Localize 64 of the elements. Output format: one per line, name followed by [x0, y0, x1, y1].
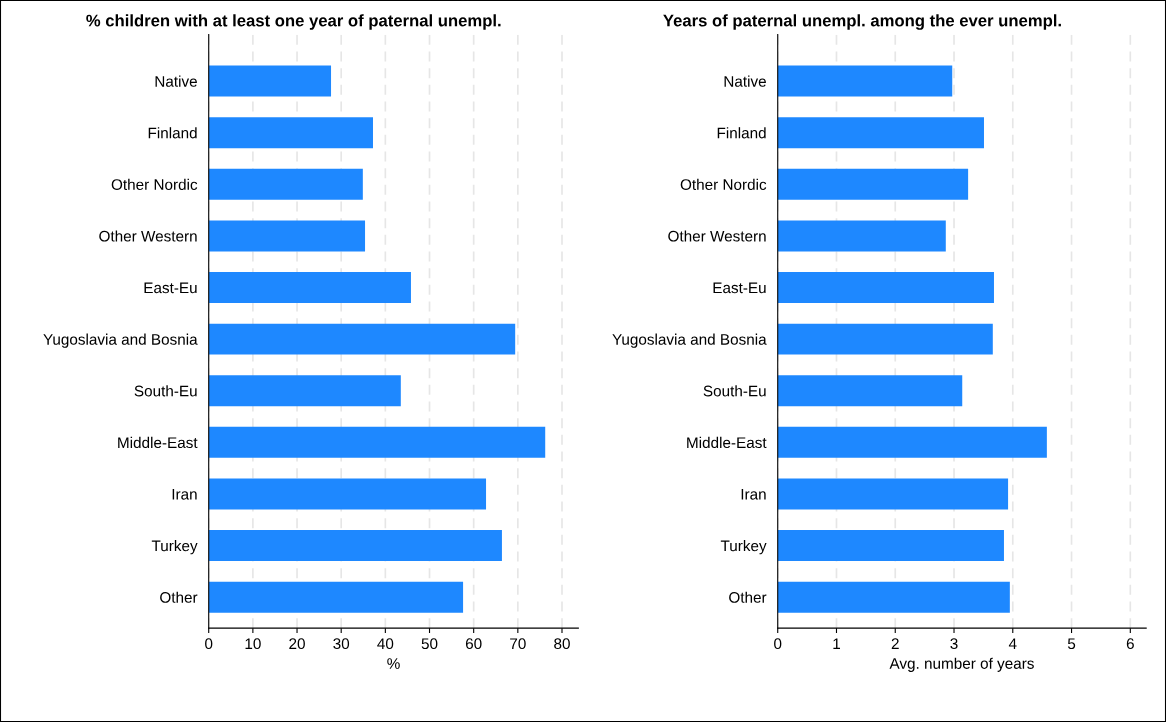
y-tick-label: South-Eu	[134, 385, 197, 397]
bar	[208, 530, 502, 562]
bar	[777, 220, 946, 252]
x-tick-label: 6	[1126, 638, 1134, 650]
y-tick-label: Other Nordic	[111, 178, 198, 190]
x-axis-title: %	[387, 658, 400, 669]
bar	[208, 426, 546, 458]
bar	[208, 117, 373, 149]
x-tick-label: 3	[950, 638, 958, 650]
y-tick-label: Yugoslavia and Bosnia	[43, 333, 198, 348]
y-tick-label: Finland	[148, 127, 197, 139]
bar	[208, 375, 401, 407]
y-tick-label: East-Eu	[713, 282, 766, 294]
bar	[777, 272, 994, 304]
x-tick-label: 0	[205, 638, 213, 650]
x-tick-label: 60	[465, 638, 482, 650]
bar	[208, 323, 516, 355]
y-tick-label: Other	[729, 591, 767, 603]
x-tick-label: 30	[333, 638, 350, 650]
x-tick-label: 0	[774, 638, 782, 650]
x-tick-label: 5	[1067, 638, 1076, 650]
y-tick-label: Other Western	[668, 230, 766, 242]
x-tick-label: 1	[833, 638, 840, 649]
x-tick-label: 40	[377, 638, 394, 650]
x-tick-label: 20	[289, 638, 305, 650]
bar	[208, 220, 366, 252]
bar	[208, 65, 332, 97]
x-tick-label: 2	[891, 638, 899, 649]
bar	[208, 478, 487, 510]
bar	[777, 168, 969, 200]
y-tick-label: Middle-East	[687, 436, 767, 449]
x-tick-label: 80	[554, 638, 570, 650]
x-axis-title: Avg. number of years	[889, 657, 1034, 672]
chart-title: Years of paternal unempl. among the ever unempl.	[663, 14, 1061, 30]
bar	[777, 478, 1009, 510]
bar	[777, 426, 1047, 458]
chart-title: % children with at least one year of paternal unempl.	[86, 14, 501, 30]
y-tick-label: Finland	[717, 127, 766, 139]
bar	[208, 272, 411, 304]
x-tick-label: 10	[245, 638, 261, 650]
bar	[777, 65, 953, 97]
x-tick-label: 70	[510, 638, 526, 650]
y-tick-label: Other Nordic	[680, 178, 767, 190]
y-tick-label: Yugoslavia and Bosnia	[612, 333, 767, 348]
y-tick-label: Native	[724, 75, 766, 87]
y-tick-label: Other Western	[99, 230, 197, 242]
bar	[777, 530, 1004, 562]
bar	[777, 581, 1010, 613]
bar	[208, 168, 363, 200]
y-tick-label: Middle-East	[118, 436, 198, 449]
y-tick-label: East-Eu	[144, 282, 197, 294]
y-tick-label: Native	[155, 75, 197, 87]
y-tick-label: Turkey	[151, 540, 198, 555]
bar	[777, 323, 993, 355]
bar	[777, 117, 984, 149]
x-tick-label: 50	[421, 638, 438, 650]
bar	[208, 581, 464, 613]
y-tick-label: Iran	[741, 488, 766, 500]
y-tick-label: Iran	[172, 488, 197, 500]
y-tick-label: Other	[160, 591, 198, 603]
y-tick-label: South-Eu	[703, 385, 766, 397]
x-tick-label: 4	[1008, 638, 1017, 649]
y-tick-label: Turkey	[720, 540, 767, 555]
bar	[777, 375, 963, 407]
